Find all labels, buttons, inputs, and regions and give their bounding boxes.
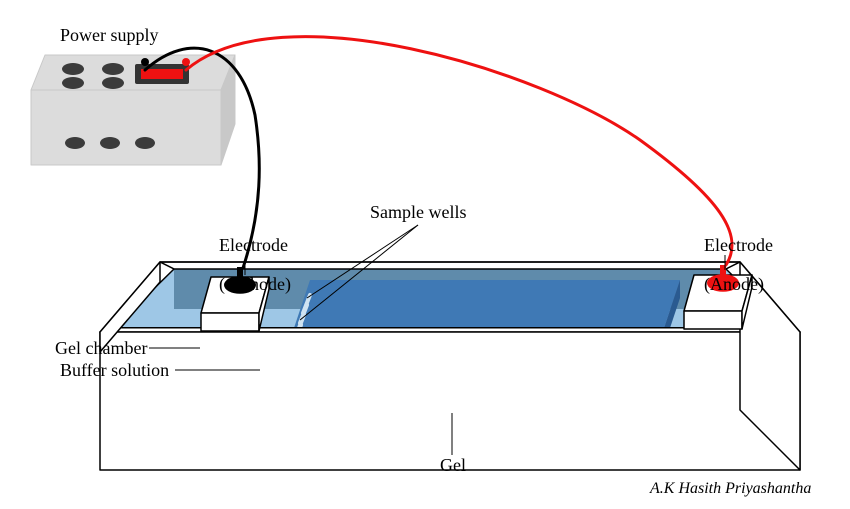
power-supply bbox=[31, 55, 235, 165]
anode-label-l2: (Anode) bbox=[704, 274, 764, 294]
cathode-label-l1: Electrode bbox=[219, 235, 288, 255]
anode-label-l1: Electrode bbox=[704, 235, 773, 255]
credit-label: A.K Hasith Priyashantha bbox=[650, 480, 811, 498]
gel-chamber-label: Gel chamber bbox=[55, 338, 147, 359]
buffer-solution-label: Buffer solution bbox=[60, 360, 169, 381]
anode-label: Electrode (Anode) bbox=[695, 216, 773, 295]
cathode-label-l2: (Cathode) bbox=[219, 274, 291, 294]
sample-wells-label: Sample wells bbox=[370, 202, 467, 223]
cathode-label: Electrode (Cathode) bbox=[210, 216, 291, 295]
gel-label: Gel bbox=[440, 455, 466, 476]
power-supply-label: Power supply bbox=[60, 25, 159, 46]
